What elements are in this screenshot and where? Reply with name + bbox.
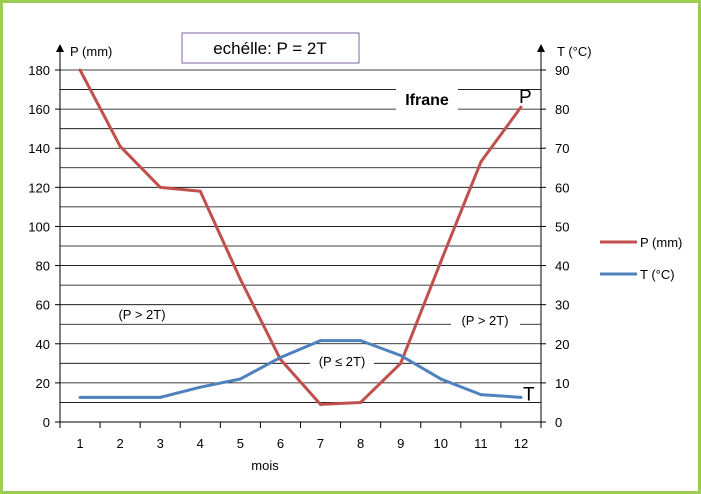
- x-tick-label: 6: [277, 436, 284, 451]
- series-point-1: [519, 395, 523, 399]
- y-left-tick-label: 160: [28, 102, 50, 117]
- x-tick-label: 8: [357, 436, 364, 451]
- x-tick-label: 2: [117, 436, 124, 451]
- series-point-0: [118, 144, 122, 148]
- series-point-0: [479, 160, 483, 164]
- x-tick-label: 4: [197, 436, 204, 451]
- y-right-tick-label: 10: [555, 376, 569, 391]
- series-point-1: [278, 355, 282, 359]
- y-right-tick-label: 60: [555, 180, 569, 195]
- station-label-bg: [396, 88, 458, 110]
- x-tick-label: 5: [237, 436, 244, 451]
- series-point-0: [198, 189, 202, 193]
- y-right-tick-label: 80: [555, 102, 569, 117]
- series-point-0: [399, 361, 403, 365]
- series-line-1: [80, 339, 522, 399]
- gridlines: [60, 69, 541, 403]
- series-point-0: [78, 68, 82, 72]
- series-line-0: [78, 69, 523, 406]
- x-tick-label: 12: [514, 436, 528, 451]
- annotation-left-zone: (P > 2T): [118, 307, 165, 322]
- legend: P (mm) T (°C): [600, 235, 682, 282]
- series-point-1: [439, 377, 443, 381]
- y-left-tick-label: 100: [28, 219, 50, 234]
- annotation-right-zone-bg: [451, 310, 520, 329]
- series-point-0: [158, 185, 162, 189]
- series-point-1: [158, 395, 162, 399]
- series-point-1: [479, 393, 483, 397]
- y-left-tick-label: 180: [28, 63, 50, 78]
- y-right-tick-label: 40: [555, 259, 569, 274]
- chart-title: echélle: P = 2T: [213, 39, 327, 58]
- series-point-0: [238, 277, 242, 281]
- title-box: [181, 32, 360, 64]
- x-axis-label: mois: [251, 458, 279, 473]
- annotations: P T (P > 2T) (P > 2T) (P ≤ 2T): [118, 87, 535, 405]
- y-left-tick-label: 140: [28, 141, 50, 156]
- axes: [55, 44, 546, 428]
- y-right-tick-label: 70: [555, 141, 569, 156]
- y-axis-right-arrow: [537, 44, 545, 52]
- series-point-1: [319, 339, 323, 343]
- legend-p-label: P (mm): [640, 235, 682, 250]
- x-tick-label: 1: [76, 436, 83, 451]
- x-tick-label: 7: [317, 436, 324, 451]
- y-left-tick-label: 40: [36, 337, 50, 352]
- legend-t-label: T (°C): [640, 267, 675, 282]
- y-axis-left-arrow: [56, 44, 64, 52]
- series-end-label-p: P: [519, 87, 532, 108]
- series-point-1: [238, 377, 242, 381]
- y-axis-left-label: P (mm): [70, 44, 112, 59]
- x-tick-label: 3: [157, 436, 164, 451]
- station-label: Ifrane: [405, 92, 449, 109]
- y-right-tick-label: 50: [555, 219, 569, 234]
- series-point-1: [399, 354, 403, 358]
- y-left-tick-label: 20: [36, 376, 50, 391]
- series-point-1: [78, 395, 82, 399]
- series-point-0: [359, 400, 363, 404]
- series-lines: [78, 68, 523, 406]
- series-end-label-t: T: [523, 384, 535, 405]
- x-tick-label: 11: [474, 436, 488, 451]
- series-point-1: [198, 385, 202, 389]
- y-left-tick-label: 80: [36, 259, 50, 274]
- x-tick-label: 9: [397, 436, 404, 451]
- annotation-right-zone: (P > 2T): [461, 313, 508, 328]
- y-left-tick-label: 120: [28, 180, 50, 195]
- y-right-tick-label: 20: [555, 337, 569, 352]
- annotation-middle-zone-bg: [310, 351, 374, 370]
- tick-labels: 0204060801001201401601800102030405060708…: [28, 63, 569, 451]
- series-point-1: [118, 395, 122, 399]
- y-right-tick-label: 90: [555, 63, 569, 78]
- y-axis-right-label: T (°C): [557, 44, 592, 59]
- series-point-0: [439, 260, 443, 264]
- y-left-tick-label: 0: [43, 415, 50, 430]
- annotation-middle-zone: (P ≤ 2T): [319, 354, 366, 369]
- y-left-tick-label: 60: [36, 298, 50, 313]
- x-tick-label: 10: [434, 436, 448, 451]
- series-point-0: [519, 105, 523, 109]
- y-right-tick-label: 30: [555, 298, 569, 313]
- y-right-tick-label: 0: [555, 415, 562, 430]
- series-point-0: [319, 402, 323, 406]
- series-point-1: [359, 339, 363, 343]
